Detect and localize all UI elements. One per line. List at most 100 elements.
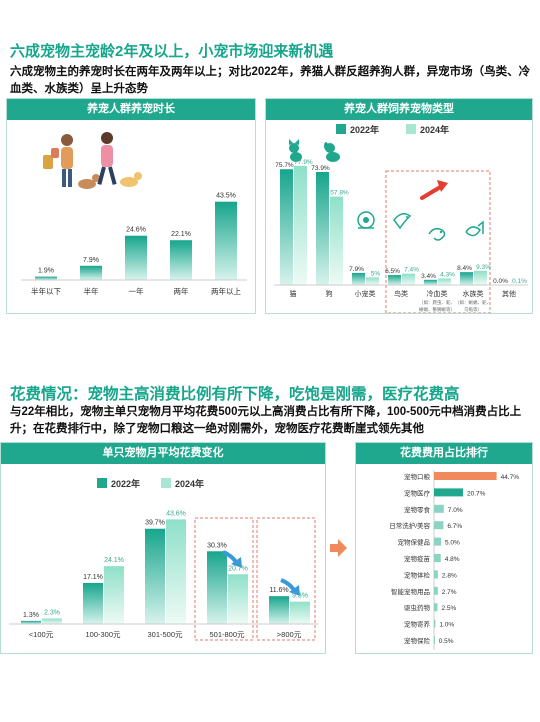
duration-category-label: 两年: [174, 286, 189, 296]
cost-ranking-bar: [434, 619, 436, 628]
bird-icon: [393, 213, 412, 230]
cost-ranking-bar: [434, 603, 438, 612]
monthly-spend-bar-2022: [145, 528, 165, 624]
duration-category-label: 半年以下: [31, 286, 61, 296]
monthly-spend-chart-title: 单只宠物月平均花费变化: [1, 443, 325, 464]
cost-ranking-bar: [434, 521, 444, 530]
cost-ranking-value-label: 5.0%: [445, 540, 460, 547]
pet-type-value-label: 75.7%: [275, 162, 294, 169]
duration-category-label: 两年以上: [211, 286, 241, 296]
pet-type-value-label: 7.9%: [349, 266, 364, 273]
duration-value-label: 7.9%: [83, 257, 99, 264]
cost-ranking-bar: [434, 570, 438, 579]
pet-type-category-note: （如：蜥蜴、蛇、: [455, 299, 491, 306]
cost-ranking-value-label: 7.0%: [448, 507, 463, 514]
pet-type-bar-2022: [352, 272, 365, 285]
pet-type-bar-2022: [280, 169, 293, 285]
section1-description: 六成宠物主的养宠时长在两年及两年以上；对比2022年，养猫人群反超养狗人群，异宠…: [10, 66, 531, 95]
cost-ranking-value-label: 2.7%: [442, 589, 457, 596]
pet-type-category-label: 小宠类: [355, 289, 376, 298]
monthly-spend-value-label: 30.3%: [207, 542, 227, 549]
cost-ranking-category-label: 日常洗护/美容: [389, 521, 430, 530]
pet-type-value-label: 5%: [371, 270, 381, 277]
cost-ranking-value-label: 1.0%: [439, 622, 454, 629]
duration-bar: [125, 235, 147, 280]
duration-chart: 1.9% 半年以下 7.9% 半年 24.6% 一年 22.1% 两年 43.5% 两年以上: [21, 132, 247, 296]
pet-type-value-label: 77.9%: [294, 159, 313, 166]
monthly-spend-bar-2024: [228, 574, 248, 624]
pet-type-bar-2024: [438, 278, 451, 285]
monthly-spend-value-label: 17.1%: [83, 574, 103, 581]
cost-ranking-value-label: 44.7%: [501, 474, 520, 481]
pet-type-value-label: 0.1%: [512, 278, 527, 285]
monthly-spend-value-label: 24.1%: [104, 557, 124, 564]
monthly-spend-value-label: 2.3%: [44, 609, 60, 616]
pet-type-bar-2022: [388, 275, 401, 285]
monthly-spend-panel: 单只宠物月平均花费变化 2022年 2024年 1.3% 2.3% <100元 17.…: [0, 442, 326, 654]
pet-type-bar-2024: [402, 273, 415, 285]
duration-category-label: 半年: [84, 286, 99, 296]
monthly-spend-bar-2022: [21, 620, 41, 624]
monthly-spend-value-label: 20.7%: [228, 565, 248, 572]
section1-heading: 六成宠物主宠龄2年及以上，小宠市场迎来新机遇: [10, 43, 334, 60]
section2-heading: 花费情况：宠物主高消费比例有所下降，吃饱是刚需，医疗花费高: [10, 386, 460, 403]
fish-icon: [465, 220, 484, 237]
duration-bar: [80, 265, 102, 280]
pet-type-chart-title: 养宠人群饲养宠物类型: [266, 99, 532, 120]
legend-2024-swatch: [406, 124, 416, 134]
cat-icon: [289, 139, 302, 162]
monthly-spend-category-label: <100元: [29, 630, 54, 639]
dog-icon: [324, 142, 340, 162]
people-walking-pets-illustration: [43, 132, 142, 189]
legend-2024-swatch-2: [161, 478, 171, 488]
duration-bar: [170, 240, 192, 280]
monthly-spend-bar-2024: [42, 618, 62, 624]
cost-ranking-category-label: 宠物体检: [404, 570, 431, 579]
monthly-spend-bar-2022: [269, 596, 289, 624]
cost-ranking-bar: [434, 554, 441, 562]
monthly-spend-category-label: 501-800元: [209, 630, 245, 639]
cost-ranking-category-label: 宠物口粮: [404, 472, 431, 481]
duration-bar: [35, 276, 57, 280]
pet-type-bar-2024: [366, 277, 379, 285]
pet-type-value-label: 57.8%: [330, 190, 349, 197]
right-arrow-icon: [330, 539, 347, 557]
cost-ranking-value-label: 0.5%: [439, 638, 454, 645]
legend-2022-swatch-2: [97, 478, 107, 488]
cost-ranking-bar: [434, 472, 497, 480]
monthly-spend-bar-2022: [83, 582, 103, 624]
pet-type-bar-2022: [316, 171, 329, 285]
chameleon-icon: [428, 227, 446, 241]
section2-description: 与22年相比，宠物主单只宠物月平均花费500元以上高消费占比有所下降，100-5…: [10, 406, 522, 435]
pet-type-category-label: 冷血类: [427, 289, 448, 298]
duration-chart-title: 养宠人群养宠时长: [7, 99, 255, 120]
cost-ranking-value-label: 2.8%: [442, 572, 457, 579]
hamster-icon: [357, 211, 375, 229]
decline-arrow-800-plus: [280, 578, 300, 596]
legend-2024-label-2: 2024年: [175, 478, 204, 489]
duration-value-label: 43.5%: [216, 193, 236, 200]
pet-type-value-label: 8.4%: [457, 265, 472, 272]
monthly-spend-value-label: 9.3%: [292, 593, 308, 600]
monthly-spend-bar-2024: [166, 519, 186, 624]
monthly-spend-value-label: 39.7%: [145, 520, 165, 527]
cost-ranking-category-label: 宠物保健品: [398, 538, 431, 547]
cost-ranking-category-label: 宠物零食: [404, 505, 431, 514]
monthly-spend-bar-2024: [104, 566, 124, 624]
pet-type-category-note: 蜥蜴、鬃狮蜥等）: [419, 306, 455, 313]
monthly-spend-category-label: >800元: [277, 630, 302, 639]
duration-value-label: 24.6%: [126, 227, 146, 234]
monthly-spend-value-label: 43.6%: [166, 510, 186, 517]
pet-type-chart: 2022年 2024年 75.7% 77.9% 猫 73.9% 57.8% 狗 7.9% 5%…: [274, 124, 528, 313]
monthly-spend-value-label: 1.3%: [23, 612, 39, 619]
legend-2022-label-2: 2022年: [111, 478, 140, 489]
monthly-spend-bar-2022: [207, 551, 227, 624]
pet-type-bar-2024: [474, 270, 487, 285]
pet-type-bar-2024: [294, 165, 307, 285]
pet-type-bar-2024: [330, 196, 343, 285]
pet-type-panel: 养宠人群饲养宠物类型 2022年 2024年 75.7% 77.9% 猫 73.9% 5…: [265, 98, 533, 314]
pet-type-value-label: 9.3%: [476, 264, 491, 271]
monthly-spend-bar-2024: [290, 601, 310, 624]
pet-type-value-label: 4.3%: [440, 271, 455, 278]
cost-ranking-value-label: 2.5%: [442, 605, 457, 612]
